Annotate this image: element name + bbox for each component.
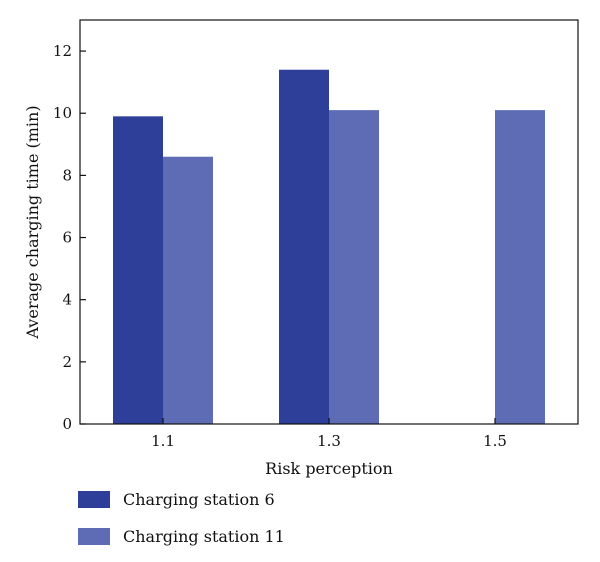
bar-station-6-1.1 [113,116,163,424]
y-tick-label: 8 [62,166,72,184]
y-tick-label: 0 [62,415,72,433]
legend-label-station-6: Charging station 6 [123,490,275,509]
bar-station-11-1.5 [495,110,545,424]
bar-station-6-1.3 [279,69,329,424]
x-tick-label: 1.1 [151,432,175,450]
y-tick-label: 4 [62,291,72,309]
legend-swatch-station-11 [78,528,110,545]
x-axis-ticks: 1.1 1.3 1.5 [151,418,507,450]
y-axis-title: Average charging time (min) [23,105,42,339]
legend-label-station-11: Charging station 11 [123,527,285,546]
y-tick-label: 6 [62,229,72,247]
y-tick-label: 10 [53,104,72,122]
bars-layer [113,69,545,424]
y-tick-label: 2 [62,353,72,371]
x-tick-label: 1.5 [483,432,507,450]
bar-station-11-1.1 [163,156,213,424]
y-tick-label: 12 [53,42,72,60]
legend-swatch-station-6 [78,491,110,508]
y-axis-ticks: 0 2 4 6 8 10 12 [53,42,86,433]
x-tick-label: 1.3 [317,432,341,450]
bar-station-11-1.3 [329,110,379,424]
legend: Charging station 6 Charging station 11 [78,490,285,546]
x-axis-title: Risk perception [265,459,393,478]
